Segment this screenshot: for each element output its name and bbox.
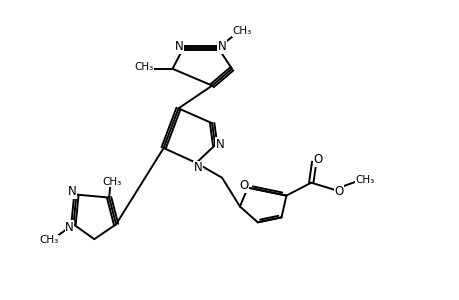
Text: CH₃: CH₃ xyxy=(134,62,153,72)
Text: CH₃: CH₃ xyxy=(354,175,374,185)
Text: N: N xyxy=(68,185,77,198)
Text: N: N xyxy=(175,40,184,53)
Text: N: N xyxy=(194,161,202,174)
Text: O: O xyxy=(239,179,248,192)
Text: O: O xyxy=(313,153,322,167)
Text: N: N xyxy=(217,40,226,53)
Text: N: N xyxy=(65,221,74,234)
Text: CH₃: CH₃ xyxy=(39,235,58,245)
Text: O: O xyxy=(334,185,343,198)
Text: CH₃: CH₃ xyxy=(232,26,251,36)
Text: CH₃: CH₃ xyxy=(102,177,122,187)
Text: N: N xyxy=(215,138,224,151)
